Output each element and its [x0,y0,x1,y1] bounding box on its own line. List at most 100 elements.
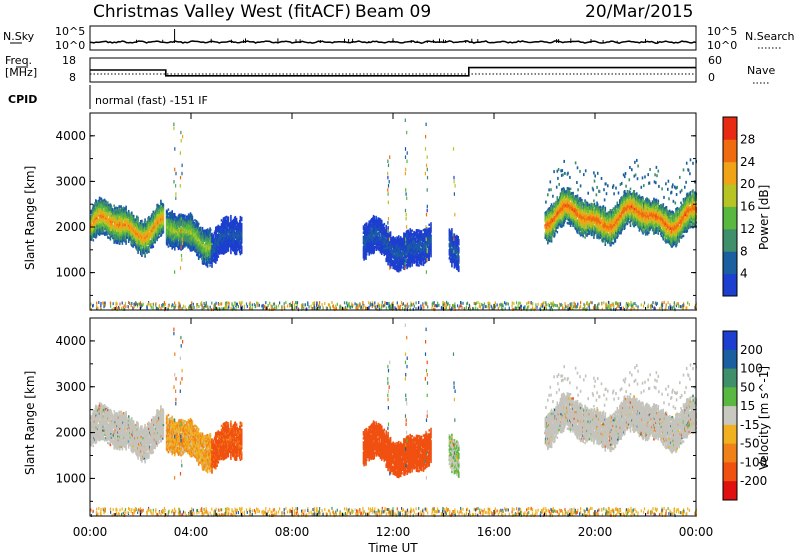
power-cell [122,216,125,220]
power-cell [92,224,95,228]
power-cell [158,232,161,235]
power-cell [98,231,101,234]
power-cell [142,223,144,226]
nsky-label: N.Sky [3,30,35,43]
power-cell [167,212,170,215]
power-cell [114,231,117,235]
power-cell [114,240,116,243]
power-cell [457,236,459,239]
power-cell [420,263,423,266]
power-cell [150,217,152,220]
power-cell [142,227,144,230]
power-cell [110,206,113,209]
power-cell [91,227,94,231]
power-cell [162,203,165,207]
power-cell [131,235,134,238]
power-cell [148,215,150,219]
power-cell [451,232,453,235]
power-cell [162,222,165,225]
power-cell [122,209,124,213]
noise-panel-frame [89,25,697,51]
power-cell [131,211,133,214]
power-cell [138,240,141,243]
power-cell [167,242,169,245]
power-cell [108,203,110,207]
power-cell [96,231,98,234]
power-cell [127,224,130,227]
power-cell [151,225,153,228]
power-cell [240,251,243,255]
power-cell [365,255,367,258]
power-cell [124,223,127,227]
power-cell [458,239,460,242]
power-cell [100,224,102,227]
date-label: 20/Mar/2015 [585,2,693,22]
power-cell [162,230,165,233]
power-cell [125,238,127,241]
power-cell [103,198,106,202]
power-cell [122,206,125,209]
power-cell [144,220,146,223]
power-cell [90,218,93,221]
power-cell [109,203,112,206]
power-cell [378,234,381,237]
power-cell [122,208,125,211]
power-cell [92,204,95,207]
power-cell [154,210,156,213]
power-cell [167,226,169,229]
power-scatter [90,158,697,273]
power-cell [227,216,230,219]
power-cell [145,235,148,239]
power-cell [381,219,383,223]
power-cell [107,232,109,235]
power-cell [197,253,200,256]
power-cell [127,209,130,213]
power-cell [141,250,143,253]
power-cell [240,233,243,236]
power-cell [119,207,121,210]
power-cell [108,224,110,227]
noise-search-spikes [136,29,659,43]
nave-tick-top: 60 [708,54,722,67]
noise-panel: N.Sky 10^5 10^0 10^5 10^0 N.Search [3,25,795,52]
power-cell [110,227,112,230]
power-cell [142,251,144,255]
freq-unit-label: [MHz] [5,66,37,79]
power-cell [132,214,135,218]
power-cell [100,213,102,217]
power-cell [131,242,133,245]
power-cell [217,255,220,258]
power-cell [119,222,121,225]
power-cell [235,217,238,221]
power-cell [156,238,158,242]
power-cell [132,239,134,242]
power-cell [94,208,96,211]
power-cell [114,229,117,233]
power-cell [113,235,115,238]
power-cell [162,216,165,219]
power-cell [162,224,165,227]
nave-tick-bottom: 0 [708,71,715,84]
power-cell [420,230,423,233]
power-cell [141,221,143,225]
power-cell [154,241,156,244]
power-cell [162,218,165,221]
power-cell [132,245,134,248]
power-cell [230,217,232,220]
power-cell [162,220,165,223]
power-cell [154,239,156,242]
power-cell [137,220,139,224]
power-cell [199,226,202,229]
power-cell [545,200,547,204]
power-cell [160,199,162,203]
cpid-value: normal (fast) -151 IF [95,94,208,107]
power-cell [141,223,143,227]
power-cell [127,228,130,231]
power-cell [211,263,213,266]
power-cell [133,237,136,240]
power-cell [132,243,135,247]
power-cell [138,238,141,241]
power-cell [144,236,146,240]
power-cell [108,220,110,223]
